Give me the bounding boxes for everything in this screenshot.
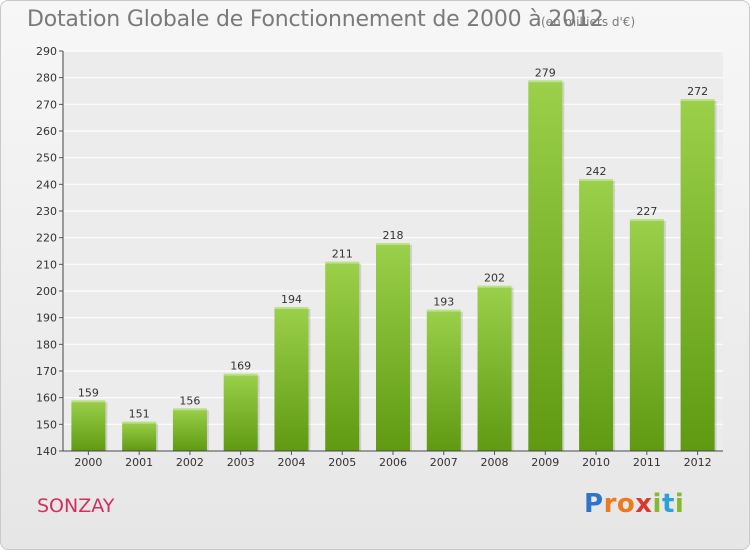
x-tick-label-2007: 2007 <box>430 456 458 469</box>
bar-2001 <box>122 421 157 451</box>
y-tick-label: 180 <box>36 338 57 351</box>
data-label-2007: 193 <box>433 296 454 309</box>
chart-subtitle: (en milliers d'€) <box>541 15 636 29</box>
bar-2003 <box>223 373 258 451</box>
data-label-2009: 279 <box>535 66 556 79</box>
bar-highlight <box>680 99 715 101</box>
x-tick-label-2005: 2005 <box>328 456 356 469</box>
y-tick-label: 140 <box>36 445 57 458</box>
y-tick-label: 220 <box>36 232 57 245</box>
data-label-2003: 169 <box>230 360 251 373</box>
x-tick-label-2009: 2009 <box>531 456 559 469</box>
bar-2006 <box>376 243 410 451</box>
bar-2011 <box>629 219 664 451</box>
y-tick-label: 240 <box>36 178 57 191</box>
x-tick-label-2002: 2002 <box>176 456 204 469</box>
data-label-2008: 202 <box>484 272 505 285</box>
data-label-2006: 218 <box>383 229 404 242</box>
x-tick-label-2010: 2010 <box>582 456 610 469</box>
bar-highlight <box>629 219 664 221</box>
data-label-2002: 156 <box>179 394 200 407</box>
bar-2008 <box>477 285 512 451</box>
chart-title: Dotation Globale de Fonctionnement de 20… <box>27 7 604 32</box>
data-label-2012: 272 <box>687 85 708 98</box>
data-label-2000: 159 <box>78 386 99 399</box>
bar-highlight <box>325 261 360 264</box>
x-tick-label-2008: 2008 <box>481 456 509 469</box>
bar-highlight <box>71 400 106 403</box>
data-label-2004: 194 <box>281 293 302 306</box>
y-tick-label: 290 <box>36 45 57 58</box>
y-tick-label: 270 <box>36 98 57 111</box>
commune-name: SONZAY <box>37 495 115 517</box>
bar-highlight <box>426 309 461 312</box>
bar-highlight <box>274 307 309 309</box>
data-label-2011: 227 <box>636 205 657 218</box>
bar-2000 <box>71 400 106 451</box>
bar-highlight <box>528 80 563 83</box>
data-label-2010: 242 <box>586 165 607 178</box>
x-tick-label-2012: 2012 <box>684 456 712 469</box>
data-label-2005: 211 <box>332 248 353 261</box>
y-tick-label: 170 <box>36 365 57 378</box>
y-tick-label: 160 <box>36 392 57 405</box>
x-tick-label-2001: 2001 <box>125 456 153 469</box>
bar-highlight <box>579 179 614 181</box>
bar-highlight <box>223 373 258 376</box>
x-tick-label-2006: 2006 <box>379 456 407 469</box>
y-tick-label: 200 <box>36 285 57 298</box>
data-label-2001: 151 <box>129 408 150 421</box>
bar-2012 <box>680 99 715 451</box>
bar-2002 <box>172 408 207 451</box>
bar-2010 <box>579 179 614 451</box>
x-tick-label-2000: 2000 <box>74 456 102 469</box>
y-tick-label: 250 <box>36 152 57 165</box>
y-tick-label: 150 <box>36 418 57 431</box>
y-tick-label: 280 <box>36 72 57 85</box>
bar-2007 <box>426 309 461 451</box>
bar-2004 <box>274 307 309 451</box>
y-tick-label: 190 <box>36 312 57 325</box>
x-tick-label-2011: 2011 <box>633 456 661 469</box>
bar-highlight <box>122 421 157 424</box>
bar-2009 <box>528 80 563 451</box>
bar-2005 <box>325 261 360 451</box>
y-tick-label: 260 <box>36 125 57 138</box>
bar-highlight <box>172 408 207 411</box>
y-tick-label: 210 <box>36 258 57 271</box>
x-tick-label-2004: 2004 <box>277 456 305 469</box>
proxiti-logo: Proxiti <box>584 489 685 519</box>
bar-highlight <box>376 243 410 245</box>
y-tick-label: 230 <box>36 205 57 218</box>
x-tick-label-2003: 2003 <box>227 456 255 469</box>
bar-highlight <box>477 285 512 288</box>
